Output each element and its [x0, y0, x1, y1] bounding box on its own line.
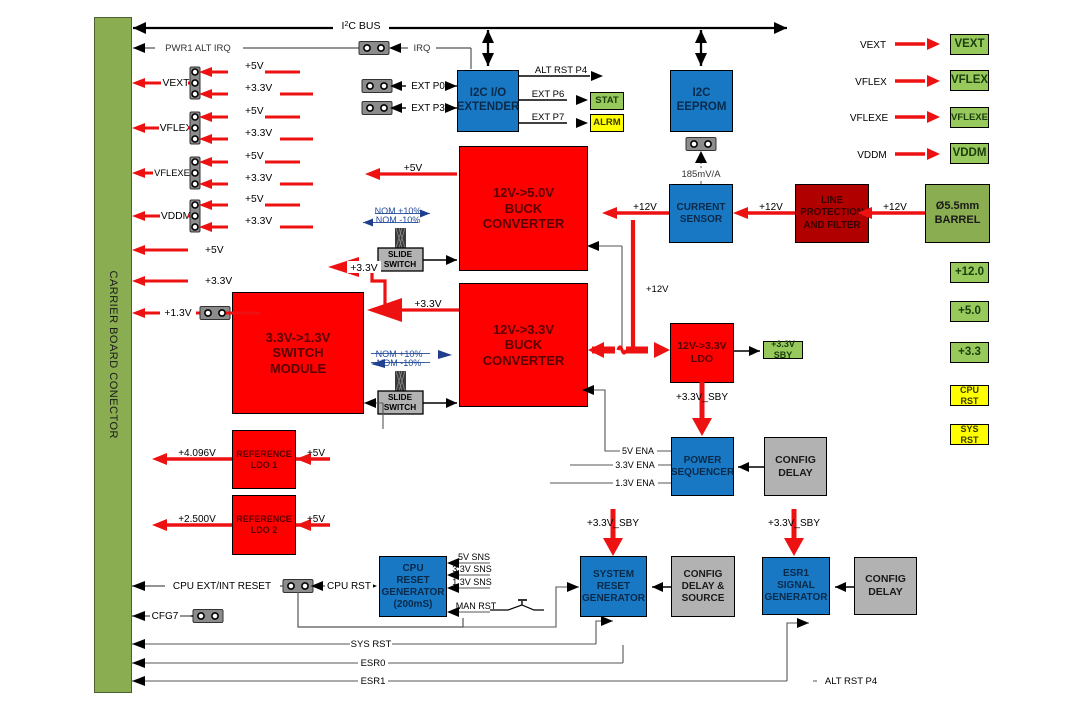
svg-text:+1.3V: +1.3V — [164, 308, 191, 319]
svg-text:185mV/A: 185mV/A — [681, 169, 721, 180]
svg-text:+3.3V: +3.3V — [414, 299, 441, 310]
svg-text:SLIDE: SLIDE — [388, 250, 413, 259]
svg-text:ALT RST P4: ALT RST P4 — [535, 65, 587, 76]
svg-text:EXT P7: EXT P7 — [532, 112, 565, 123]
svg-text:1.3V ENA: 1.3V ENA — [615, 478, 655, 488]
svg-text:CFG7: CFG7 — [152, 611, 179, 622]
svg-text:SWITCH: SWITCH — [384, 403, 416, 412]
svg-text:+3.3V_SBY: +3.3V_SBY — [676, 392, 728, 403]
svg-text:CPU EXT/INT RESET: CPU EXT/INT RESET — [173, 581, 271, 592]
svg-text:5V ENA: 5V ENA — [622, 446, 654, 456]
svg-text:+5V: +5V — [245, 61, 264, 72]
svg-text:+2.500V: +2.500V — [178, 514, 216, 525]
svg-text:CPU RST: CPU RST — [327, 581, 371, 592]
svg-text:+3.3V: +3.3V — [350, 263, 377, 274]
svg-text:+12V: +12V — [646, 284, 669, 295]
svg-text:VFLEX: VFLEX — [160, 123, 193, 134]
svg-text:VFLEXE: VFLEXE — [154, 168, 190, 178]
svg-text:EXT P3: EXT P3 — [411, 103, 445, 114]
svg-text:VDDM: VDDM — [857, 150, 886, 161]
svg-text:VDDM: VDDM — [161, 211, 191, 222]
svg-text:SWITCH: SWITCH — [384, 260, 416, 269]
svg-text:+3.3V: +3.3V — [245, 216, 272, 227]
svg-text:I2C BUS: I2C BUS — [342, 20, 381, 32]
svg-text:3.3V ENA: 3.3V ENA — [615, 460, 655, 470]
svg-text:ESR1: ESR1 — [361, 676, 386, 687]
svg-text:+3.3V: +3.3V — [245, 83, 272, 94]
svg-text:+5V: +5V — [245, 194, 264, 205]
svg-text:+5V: +5V — [307, 514, 325, 525]
svg-text:PWR1 ALT IRQ: PWR1 ALT IRQ — [165, 43, 231, 54]
svg-text:+3.3V_SBY: +3.3V_SBY — [587, 518, 639, 529]
svg-text:EXT P0: EXT P0 — [411, 81, 445, 92]
svg-text:1.3V SNS: 1.3V SNS — [452, 577, 492, 587]
svg-text:EXT P6: EXT P6 — [532, 89, 565, 100]
svg-text:+12V: +12V — [883, 202, 907, 213]
svg-text:NOM -10%: NOM -10% — [377, 358, 422, 368]
svg-text:SLIDE: SLIDE — [388, 393, 413, 402]
svg-text:+5V: +5V — [404, 163, 423, 174]
svg-text:SYS RST: SYS RST — [351, 639, 392, 650]
svg-text:VFLEXE: VFLEXE — [850, 113, 889, 124]
svg-text:ESR0: ESR0 — [361, 658, 386, 669]
svg-text:+3.3V: +3.3V — [245, 128, 272, 139]
svg-text:+3.3V: +3.3V — [205, 276, 232, 287]
svg-text:3.3V SNS: 3.3V SNS — [452, 564, 492, 574]
svg-text:VFLEX: VFLEX — [855, 77, 887, 88]
svg-text:5V SNS: 5V SNS — [458, 552, 490, 562]
svg-text:+3.3V: +3.3V — [245, 173, 272, 184]
svg-text:NOM -10%: NOM -10% — [376, 215, 421, 225]
svg-text:VEXT: VEXT — [163, 78, 191, 89]
svg-text:+4.096V: +4.096V — [178, 448, 216, 459]
svg-text:IRQ: IRQ — [414, 43, 431, 54]
svg-text:+12V: +12V — [633, 202, 657, 213]
svg-text:VEXT: VEXT — [860, 40, 886, 51]
svg-text:+3.3V_SBY: +3.3V_SBY — [768, 518, 820, 529]
svg-text:ALT RST P4: ALT RST P4 — [825, 676, 877, 687]
svg-text:+5V: +5V — [245, 151, 264, 162]
svg-text:+5V: +5V — [205, 245, 224, 256]
svg-text:+5V: +5V — [307, 448, 325, 459]
svg-text:+5V: +5V — [245, 106, 264, 117]
